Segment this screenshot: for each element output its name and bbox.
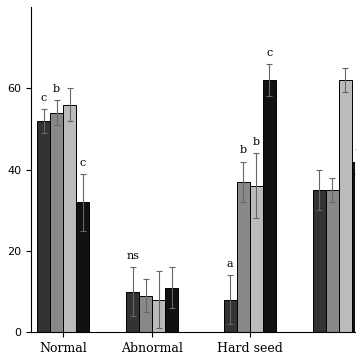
Text: b: b bbox=[240, 146, 247, 155]
Bar bbox=[224, 300, 237, 332]
Text: c: c bbox=[41, 93, 47, 102]
Text: b: b bbox=[53, 84, 60, 94]
Bar bbox=[152, 300, 165, 332]
Text: b: b bbox=[253, 137, 260, 147]
Bar bbox=[313, 190, 326, 332]
Bar bbox=[37, 121, 50, 332]
Text: c: c bbox=[80, 157, 86, 168]
Bar bbox=[339, 80, 352, 332]
Bar bbox=[250, 186, 263, 332]
Text: ns: ns bbox=[126, 251, 139, 261]
Bar bbox=[352, 161, 362, 332]
Bar bbox=[76, 202, 89, 332]
Bar bbox=[326, 190, 339, 332]
Bar bbox=[50, 113, 63, 332]
Bar bbox=[139, 296, 152, 332]
Text: c: c bbox=[266, 48, 272, 58]
Text: a: a bbox=[227, 259, 233, 269]
Bar bbox=[165, 287, 178, 332]
Bar bbox=[263, 80, 275, 332]
Bar bbox=[126, 292, 139, 332]
Bar bbox=[63, 105, 76, 332]
Bar bbox=[237, 182, 250, 332]
